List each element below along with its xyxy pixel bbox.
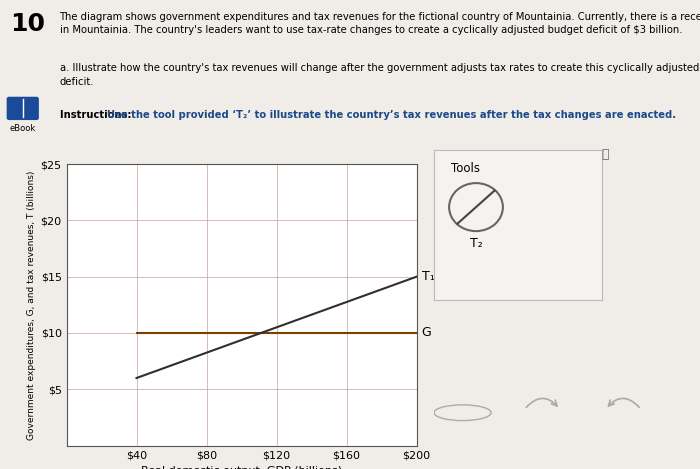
Text: G: G bbox=[421, 326, 431, 340]
Y-axis label: Government expenditures, G, and tax revenues, T (billions): Government expenditures, G, and tax reve… bbox=[27, 170, 36, 439]
Text: eBook: eBook bbox=[10, 124, 36, 133]
Text: Use the tool provided ‘T₂’ to illustrate the country’s tax revenues after the ta: Use the tool provided ‘T₂’ to illustrate… bbox=[107, 110, 676, 120]
Text: The diagram shows government expenditures and tax revenues for the fictional cou: The diagram shows government expenditure… bbox=[60, 12, 700, 35]
Text: Instructions:: Instructions: bbox=[60, 110, 134, 120]
Text: a. Illustrate how the country's tax revenues will change after the government ad: a. Illustrate how the country's tax reve… bbox=[60, 63, 700, 86]
FancyBboxPatch shape bbox=[7, 98, 38, 120]
X-axis label: Real domestic output, GDP (billions): Real domestic output, GDP (billions) bbox=[141, 466, 342, 469]
Text: 10: 10 bbox=[10, 12, 46, 36]
Text: T₁: T₁ bbox=[421, 270, 435, 283]
Text: T₂: T₂ bbox=[470, 237, 482, 250]
Text: Tools: Tools bbox=[451, 162, 480, 175]
Text: ⓘ: ⓘ bbox=[602, 148, 609, 161]
